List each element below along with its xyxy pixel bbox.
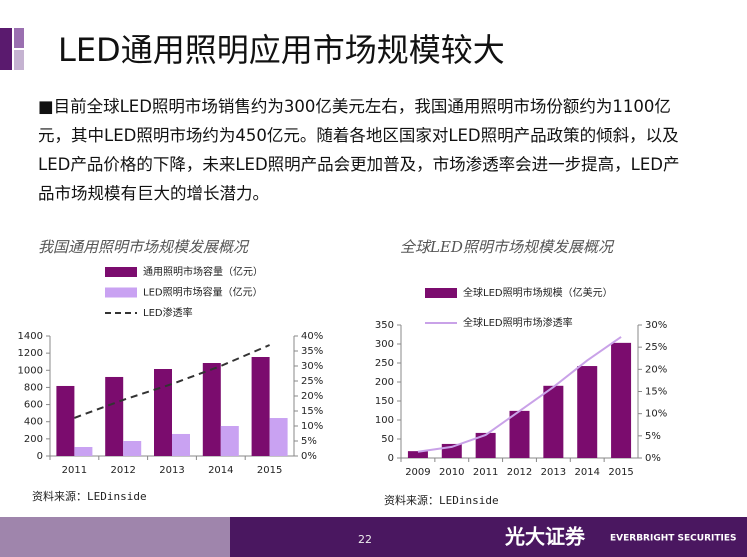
y-tick-label: 250 (375, 358, 394, 369)
legend-swatch (425, 288, 457, 298)
x-tick-label: 2013 (159, 465, 184, 476)
y-tick-label: 50 (381, 434, 394, 445)
bar (220, 426, 239, 456)
logo-english: EVERBRIGHT SECURITIES (610, 534, 736, 544)
y2-tick-label: 30% (645, 320, 667, 331)
y-tick-label: 200 (24, 434, 43, 445)
y2-tick-label: 40% (301, 331, 323, 342)
y2-tick-label: 15% (301, 406, 323, 417)
bar (105, 376, 124, 456)
x-tick-label: 2014 (208, 465, 233, 476)
legend-label: LED渗透率 (143, 306, 193, 319)
bar (56, 385, 75, 456)
x-tick-label: 2011 (473, 467, 498, 478)
footer-pattern (0, 517, 230, 557)
legend-label: 全球LED照明市场渗透率 (463, 316, 573, 329)
y-tick-label: 800 (24, 382, 43, 393)
y2-tick-label: 5% (301, 436, 317, 447)
x-tick-label: 2014 (574, 467, 599, 478)
y-tick-label: 0 (37, 451, 43, 462)
slide-title: LED通用照明应用市场规模较大 (58, 31, 505, 69)
y2-tick-label: 20% (645, 364, 667, 375)
bar (611, 342, 632, 458)
y-tick-label: 150 (375, 396, 394, 407)
line (417, 336, 622, 453)
page-number: 22 (358, 533, 372, 546)
source-note: 资料来源：LEDinside (32, 489, 147, 503)
y-tick-label: 0 (388, 453, 394, 464)
legend-swatch (105, 287, 137, 298)
legend-label: 全球LED照明市场规模（亿美元） (463, 286, 613, 299)
y-tick-label: 600 (24, 400, 43, 411)
y-tick-label: 200 (375, 377, 394, 388)
x-tick-label: 2012 (507, 467, 532, 478)
bar (577, 366, 598, 458)
line (74, 344, 270, 419)
y-tick-label: 1000 (18, 365, 43, 376)
y2-tick-label: 20% (301, 391, 323, 402)
bar (74, 447, 93, 456)
y2-tick-label: 15% (645, 387, 667, 398)
bar (154, 369, 172, 456)
chart-title: 全球LED照明市场规模发展概况 (400, 238, 615, 256)
y2-tick-label: 25% (645, 342, 667, 353)
x-tick-label: 2015 (608, 467, 633, 478)
logo-name: 光大证券 (504, 525, 586, 549)
y-tick-label: 1400 (18, 331, 43, 342)
title-decor (14, 50, 24, 70)
title-decor (14, 28, 24, 48)
x-tick-label: 2015 (257, 465, 282, 476)
y-tick-label: 300 (375, 339, 394, 350)
paragraph: ■目前全球LED照明市场销售约为300亿美元左右，我国通用照明市场份额约为110… (38, 97, 680, 203)
x-tick-label: 2011 (62, 465, 87, 476)
y2-tick-label: 5% (645, 431, 661, 442)
x-tick-label: 2013 (541, 467, 566, 478)
y-tick-label: 100 (375, 415, 394, 426)
title-decor (0, 28, 12, 70)
bar (202, 363, 221, 456)
bar (509, 410, 530, 458)
y-tick-label: 400 (24, 417, 43, 428)
bar (543, 385, 564, 458)
y2-tick-label: 30% (301, 361, 323, 372)
x-tick-label: 2010 (439, 467, 464, 478)
y2-tick-label: 0% (645, 453, 661, 464)
legend-label: 通用照明市场容量（亿元） (143, 265, 263, 278)
legend-label: LED照明市场容量（亿元） (143, 286, 263, 299)
bar (407, 451, 428, 458)
y-tick-label: 350 (375, 320, 394, 331)
y2-tick-label: 0% (301, 451, 317, 462)
source-note: 资料来源：LEDinside (384, 493, 499, 507)
x-tick-label: 2009 (405, 467, 430, 478)
bar (123, 441, 142, 456)
y2-tick-label: 10% (301, 421, 323, 432)
bar (269, 418, 288, 456)
y2-tick-label: 10% (645, 409, 667, 420)
chart-title: 我国通用照明市场规模发展概况 (38, 238, 250, 256)
bar (475, 432, 496, 458)
y2-tick-label: 25% (301, 376, 323, 387)
bar (172, 433, 190, 456)
legend-swatch (105, 267, 137, 277)
bar (251, 357, 270, 456)
x-tick-label: 2012 (110, 465, 135, 476)
y2-tick-label: 35% (301, 346, 323, 357)
y-tick-label: 1200 (18, 348, 43, 359)
